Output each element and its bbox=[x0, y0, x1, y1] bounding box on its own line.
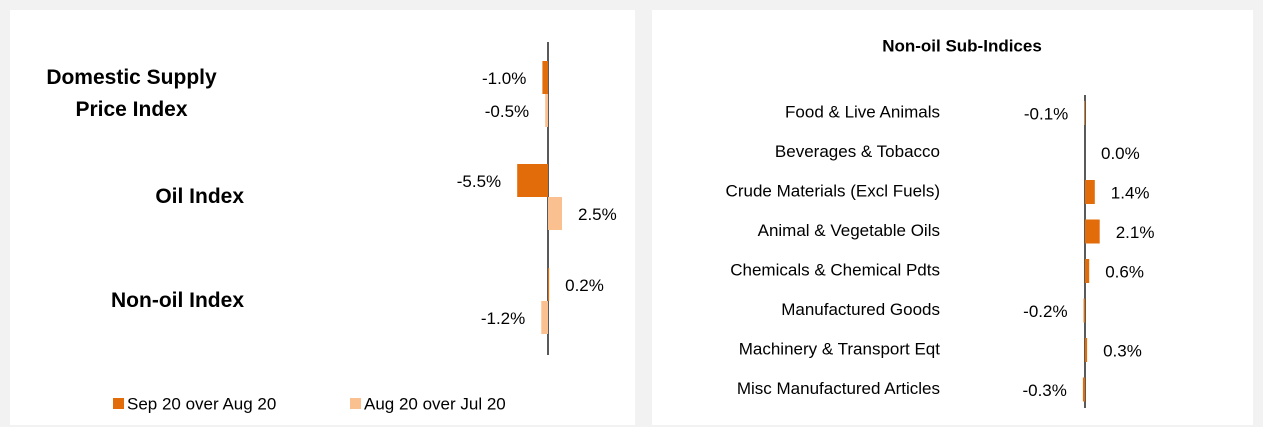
category-label: Crude Materials (Excl Fuels) bbox=[726, 181, 940, 200]
value-label: -5.5% bbox=[457, 172, 501, 191]
bar bbox=[1085, 219, 1100, 244]
value-label: 1.4% bbox=[1111, 183, 1150, 202]
value-label: -1.2% bbox=[481, 309, 525, 328]
value-label: 0.2% bbox=[565, 276, 604, 295]
category-label: Machinery & Transport Eqt bbox=[739, 339, 941, 358]
category-label: Non-oil Index bbox=[111, 289, 244, 312]
bar bbox=[541, 301, 548, 334]
value-label: -0.2% bbox=[1023, 302, 1067, 321]
bar bbox=[548, 197, 562, 230]
category-label: Beverages & Tobacco bbox=[775, 142, 940, 161]
bar bbox=[1085, 259, 1090, 283]
category-label: Chemicals & Chemical Pdts bbox=[730, 260, 940, 279]
value-label: 0.0% bbox=[1101, 144, 1140, 163]
value-label: 0.3% bbox=[1103, 341, 1142, 360]
bar bbox=[548, 268, 550, 301]
bar bbox=[1082, 377, 1085, 402]
bar bbox=[517, 164, 548, 197]
category-label: Manufactured Goods bbox=[781, 300, 940, 319]
legend-swatch bbox=[350, 398, 361, 409]
value-label: -0.3% bbox=[1022, 381, 1066, 400]
legend-label: Aug 20 over Jul 20 bbox=[364, 394, 506, 413]
bar bbox=[1085, 180, 1095, 204]
value-label: -0.1% bbox=[1024, 104, 1068, 123]
category-label: Oil Index bbox=[155, 185, 244, 208]
left-panel bbox=[10, 10, 635, 425]
chart-title: Non-oil Sub-Indices bbox=[882, 36, 1042, 55]
legend-swatch bbox=[113, 398, 124, 409]
category-label: Domestic Supply Price Index bbox=[46, 66, 217, 121]
value-label: 0.6% bbox=[1105, 262, 1144, 281]
value-label: 2.5% bbox=[578, 205, 617, 224]
category-label: Misc Manufactured Articles bbox=[737, 379, 940, 398]
category-label: Animal & Vegetable Oils bbox=[758, 221, 940, 240]
bar bbox=[1084, 101, 1085, 125]
bar bbox=[1085, 338, 1088, 362]
value-label: -1.0% bbox=[482, 69, 526, 88]
value-label: 2.1% bbox=[1116, 223, 1155, 242]
bar bbox=[542, 61, 548, 94]
bar bbox=[1083, 298, 1085, 323]
category-label: Food & Live Animals bbox=[785, 102, 940, 121]
bar bbox=[545, 94, 548, 127]
right-panel bbox=[652, 10, 1253, 425]
legend-label: Sep 20 over Aug 20 bbox=[127, 394, 276, 413]
value-label: -0.5% bbox=[485, 102, 529, 121]
